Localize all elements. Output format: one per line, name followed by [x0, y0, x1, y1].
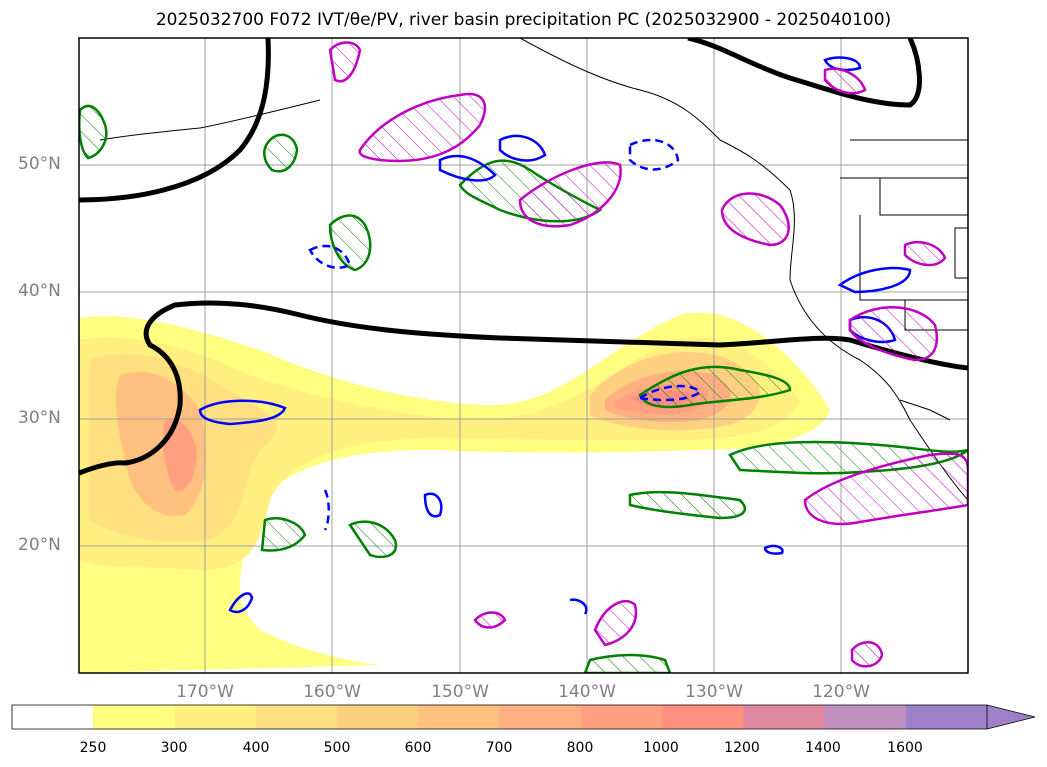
lat-label-30n: 30°N — [18, 408, 61, 428]
colorbar-swatch — [824, 705, 907, 729]
colorbar-swatch — [174, 705, 257, 729]
lat-label-40n: 40°N — [18, 281, 61, 301]
theta-e-contours — [198, 56, 912, 615]
colorbar-swatch — [743, 705, 826, 729]
lon-label-160w: 160°W — [303, 682, 361, 702]
map-title: 2025032700 F072 IVT/θe/PV, river basin p… — [155, 10, 892, 30]
colorbar-label: 400 — [242, 740, 270, 756]
lon-label-170w: 170°W — [176, 682, 234, 702]
colorbar-swatch — [418, 705, 500, 729]
colorbar-label: 250 — [79, 740, 107, 756]
lat-label-20n: 20°N — [18, 535, 61, 555]
colorbar-swatch — [906, 705, 988, 729]
colorbar-swatch — [93, 705, 175, 729]
colorbar-swatch — [580, 705, 663, 729]
colorbar-label: 800 — [566, 740, 594, 756]
colorbar — [11, 704, 1036, 730]
gridlines — [79, 38, 968, 673]
colorbar-label: 1200 — [724, 740, 760, 756]
colorbar-swatch — [255, 705, 338, 729]
colorbar-label: 1000 — [643, 740, 679, 756]
colorbar-swatch — [499, 705, 582, 729]
colorbar-label: 1600 — [887, 740, 923, 756]
thick-black-contour — [79, 38, 968, 476]
precip-pc-contours — [328, 41, 968, 668]
lon-label-120w: 120°W — [812, 682, 870, 702]
colorbar-label: 500 — [323, 740, 351, 756]
colorbar-label: 1400 — [805, 740, 841, 756]
coastline — [99, 38, 968, 501]
lat-label-50n: 50°N — [18, 154, 61, 174]
map-frame — [78, 37, 969, 674]
colorbar-swatch — [336, 705, 419, 729]
colorbar-swatch — [662, 705, 744, 729]
colorbar-label: 700 — [485, 740, 513, 756]
lon-label-150w: 150°W — [431, 682, 489, 702]
colorbar-label: 600 — [404, 740, 432, 756]
colorbar-label: 300 — [160, 740, 188, 756]
lon-label-130w: 130°W — [685, 682, 743, 702]
lon-label-140w: 140°W — [558, 682, 616, 702]
